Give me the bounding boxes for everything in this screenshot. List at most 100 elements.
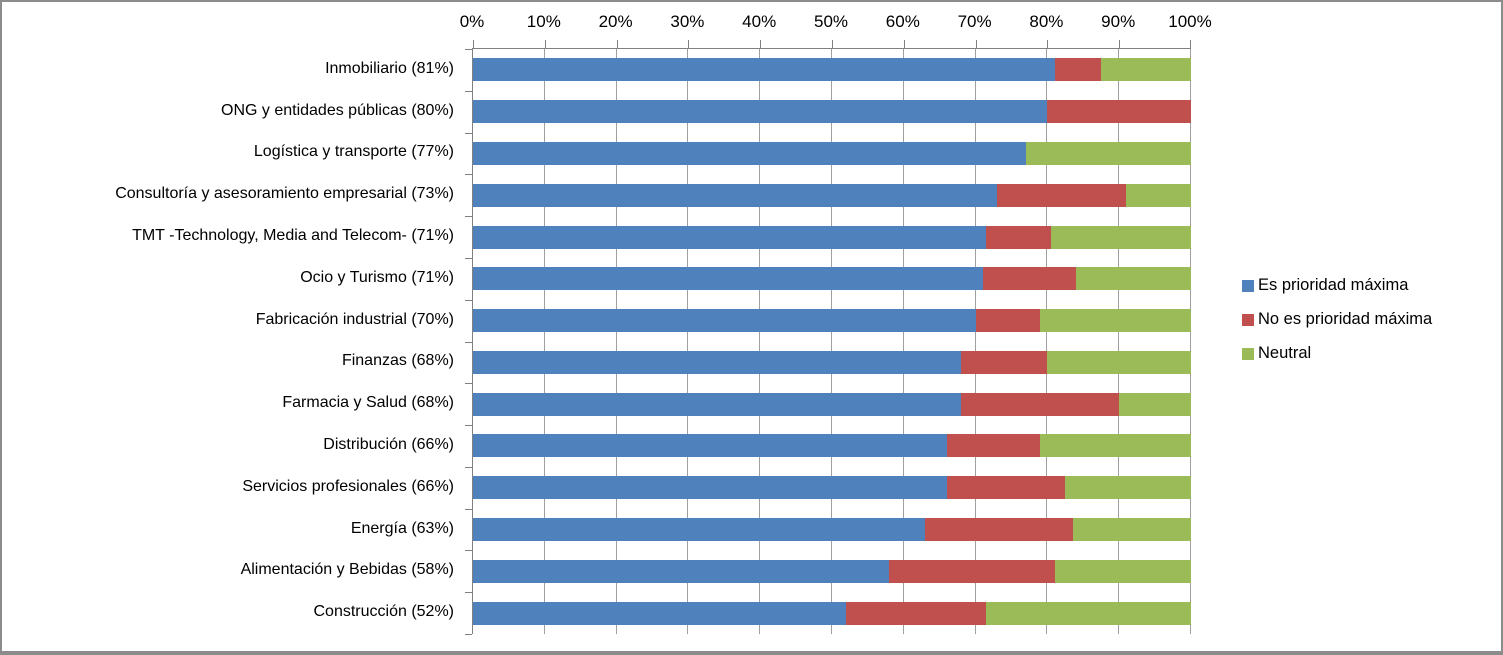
category-axis-tick-mark (465, 425, 472, 426)
bar-segment (1047, 100, 1191, 124)
bar-segment (473, 225, 987, 249)
bar-segment (975, 309, 1041, 333)
category-axis-tick-mark (465, 133, 472, 134)
legend-item: Es prioridad máxima (1242, 275, 1432, 296)
stacked-bar (473, 183, 1191, 207)
category-label: Logística y transporte (77%) (253, 143, 454, 161)
category-axis-tick-mark (465, 467, 472, 468)
stacked-bar (473, 58, 1191, 82)
gridline (687, 49, 689, 634)
category-label: Alimentación y Bebidas (58%) (240, 561, 454, 579)
x-tick-label: 80% (1029, 12, 1064, 31)
bar-segment (473, 559, 890, 583)
bar-segment (473, 309, 976, 333)
gridline (902, 49, 904, 634)
x-axis-tick-mark (616, 40, 618, 48)
bar-segment (986, 225, 1051, 249)
x-tick-label: 10% (526, 12, 561, 31)
gridline (543, 49, 545, 634)
category-label: Farmacia y Salud (68%) (282, 394, 454, 412)
gridline (1046, 49, 1048, 634)
category-axis-tick-mark (465, 258, 472, 259)
stacked-bar (473, 350, 1191, 374)
x-axis-tick-mark (688, 40, 690, 48)
bar-segment (1072, 518, 1191, 542)
legend-swatch-icon (1242, 313, 1254, 326)
stacked-bar (473, 559, 1191, 583)
bar-row (473, 91, 1191, 133)
x-tick-label: 70% (957, 12, 992, 31)
category-label: Fabricación industrial (70%) (255, 310, 454, 328)
x-tick-label: 50% (813, 12, 849, 31)
category-label: Energía (63%) (350, 519, 454, 537)
bar-segment (846, 601, 987, 625)
bar-segment (1119, 392, 1191, 416)
legend-item: No es prioridad máxima (1242, 309, 1432, 330)
legend-swatch-icon (1242, 279, 1254, 292)
bar-segment (1040, 434, 1191, 458)
x-tick-label: 40% (742, 12, 777, 31)
bar-segment (1101, 58, 1191, 82)
x-tick-label: 90% (1101, 12, 1136, 31)
bar-segment (889, 559, 1055, 583)
bar-row (473, 592, 1191, 634)
bar-row (473, 342, 1191, 384)
stacked-bar (473, 392, 1191, 416)
bar-row (473, 550, 1191, 592)
bar-segment (982, 267, 1077, 291)
bar-segment (1054, 559, 1191, 583)
x-axis-tick-mark (903, 40, 905, 48)
category-label: TMT -Technology, Media and Telecom- (71%… (132, 227, 454, 245)
bar-segment (1126, 183, 1191, 207)
x-axis-tick-mark (544, 40, 546, 48)
x-axis-tick-mark (1190, 40, 1191, 48)
category-axis-tick-mark (465, 300, 472, 301)
x-tick-label: 20% (598, 12, 633, 31)
category-label: Consultoría y asesoramiento empresarial … (115, 185, 454, 203)
x-axis-tick-mark (975, 40, 977, 48)
bar-segment (1065, 476, 1191, 500)
bar-segment (946, 476, 1066, 500)
bar-segment (1054, 58, 1102, 82)
gridline (1190, 49, 1191, 634)
bar-segment (961, 392, 1120, 416)
bar-segment (473, 58, 1055, 82)
category-label: Servicios profesionales (66%) (242, 477, 454, 495)
bar-row (473, 49, 1191, 91)
stacked-bar (473, 267, 1191, 291)
category-axis-tick-mark (465, 634, 472, 635)
category-axis-tick-mark (465, 91, 472, 92)
bar-segment (1050, 225, 1191, 249)
x-axis-tick-mark (1119, 40, 1121, 48)
category-label: Construcción (52%) (313, 603, 455, 621)
plot-area (465, 40, 1191, 635)
bar-row (473, 300, 1191, 342)
bar-row (473, 467, 1191, 509)
legend-item: Neutral (1242, 343, 1432, 364)
category-axis-labels: Inmobiliario (81%) ONG y entidades públic… (2, 48, 462, 633)
stacked-bar (473, 309, 1191, 333)
stacked-bar (473, 601, 1191, 625)
bar-segment (473, 183, 998, 207)
bar-segment (986, 601, 1191, 625)
category-axis-tick-mark (465, 342, 472, 343)
bar-row (473, 383, 1191, 425)
bar-segment (473, 350, 962, 374)
bar-segment (473, 518, 926, 542)
x-axis-tick-mark (473, 40, 474, 48)
bar-segment (473, 476, 947, 500)
category-axis-tick-mark (465, 49, 472, 50)
stacked-bar (473, 476, 1191, 500)
bar-row (473, 425, 1191, 467)
x-tick-label: 100% (1168, 12, 1212, 31)
bar-segment (997, 183, 1127, 207)
category-axis-tick-mark (465, 509, 472, 510)
category-label: Finanzas (68%) (341, 352, 454, 370)
category-label: Ocio y Turismo (71%) (300, 268, 454, 286)
x-axis-tick-mark (760, 40, 762, 48)
category-label: Distribución (66%) (323, 435, 454, 453)
legend-label: Es prioridad máxima (1258, 276, 1409, 294)
legend-label: No es prioridad máxima (1258, 310, 1433, 328)
bar-segment (473, 141, 1026, 165)
